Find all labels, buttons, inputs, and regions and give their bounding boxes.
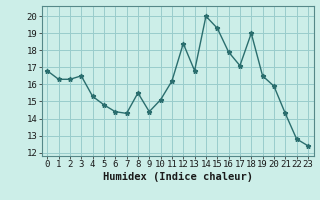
X-axis label: Humidex (Indice chaleur): Humidex (Indice chaleur) bbox=[103, 172, 252, 182]
